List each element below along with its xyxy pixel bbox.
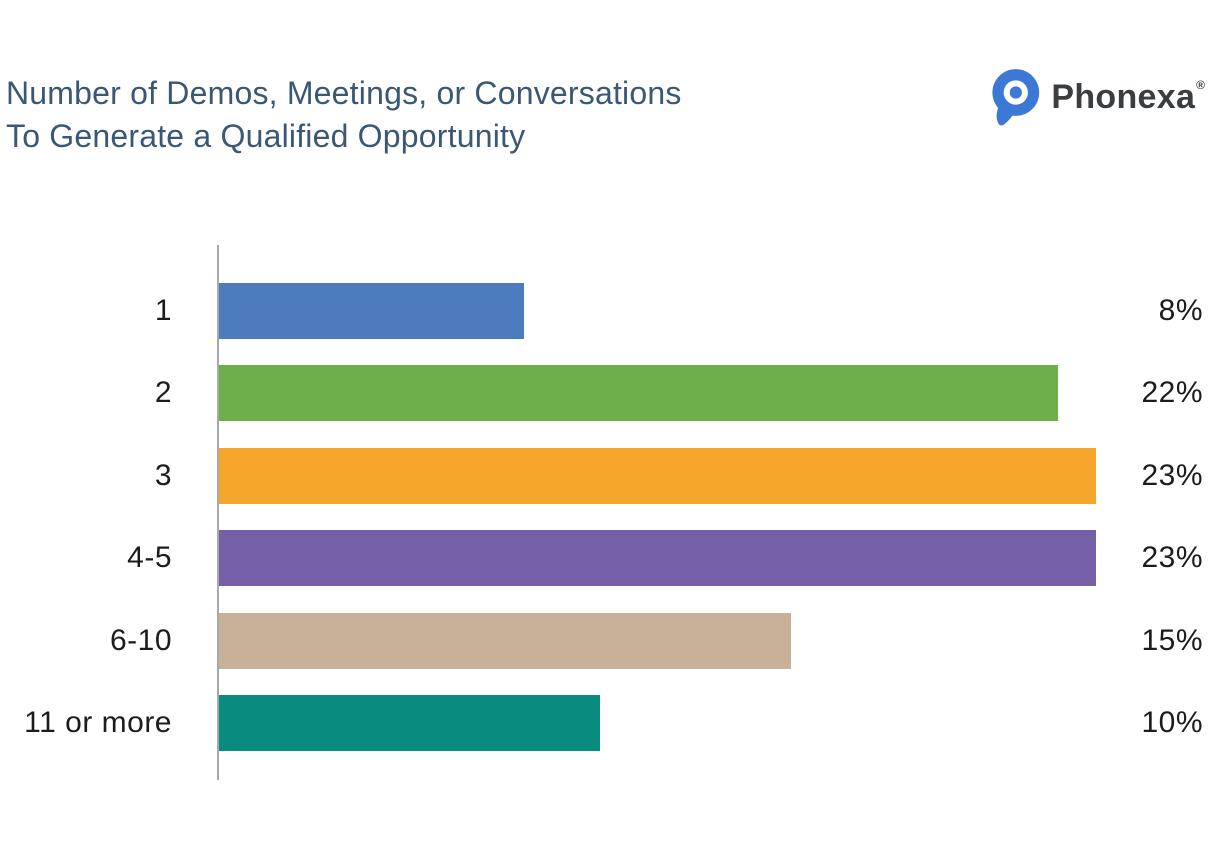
bar-row-3: 3 23% [0, 447, 1210, 504]
phonexa-pin-icon [992, 69, 1040, 126]
bar [219, 447, 1096, 504]
bar-row-2: 2 22% [0, 365, 1210, 422]
bar [219, 365, 1058, 422]
phonexa-logo: Phonexa ® [987, 66, 1205, 128]
category-label: 3 [154, 458, 172, 492]
y-axis-line [217, 245, 219, 780]
bar [219, 530, 1096, 587]
registered-trademark-symbol: ® [1196, 78, 1205, 92]
value-label: 22% [1141, 376, 1203, 410]
bar-rows: 1 8% 2 22% 3 23% 4-5 23% 6-10 15% 11 or more 10% [0, 283, 1210, 751]
value-label: 10% [1141, 705, 1203, 739]
bar [219, 283, 525, 339]
value-label: 8% [1158, 294, 1203, 327]
bar-row-4: 4-5 23% [0, 530, 1210, 587]
category-label: 1 [154, 294, 172, 327]
bar [219, 612, 791, 669]
bar [219, 694, 601, 751]
category-label: 6-10 [109, 623, 172, 657]
phonexa-wordmark: Phonexa [1051, 77, 1196, 116]
chart-title: Number of Demos, Meetings, or Conversati… [6, 72, 682, 158]
category-label: 11 or more [24, 705, 172, 739]
bar-row-6: 11 or more 10% [0, 694, 1210, 751]
category-label: 4-5 [127, 541, 172, 575]
category-label: 2 [154, 376, 172, 410]
value-label: 23% [1141, 541, 1203, 575]
chart-title-line2: To Generate a Qualified Opportunity [6, 118, 526, 154]
bar-row-1: 1 8% [0, 283, 1210, 339]
value-label: 23% [1141, 458, 1203, 492]
chart-title-line1: Number of Demos, Meetings, or Conversati… [6, 75, 682, 111]
bar-row-5: 6-10 15% [0, 612, 1210, 669]
value-label: 15% [1141, 623, 1203, 657]
